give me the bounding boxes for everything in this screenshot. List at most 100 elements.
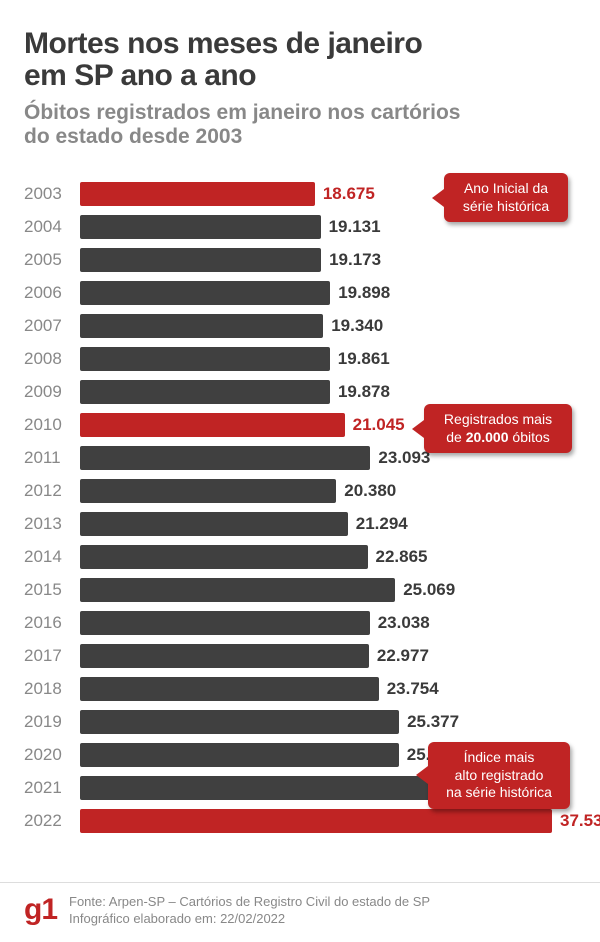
callout: Ano Inicial dasérie histórica xyxy=(444,173,568,222)
chart-row: 2008 19.861 xyxy=(24,342,576,375)
bar-value: 37.536 xyxy=(552,809,600,833)
bar-value: 22.865 xyxy=(368,545,428,569)
chart-subtitle: Óbitos registrados em janeiro nos cartór… xyxy=(24,101,576,149)
bar-area: 19.898 xyxy=(80,281,576,305)
bar xyxy=(80,644,369,668)
chart-row: 2007 19.340 xyxy=(24,309,576,342)
footer: g1 Fonte: Arpen-SP – Cartórios de Regist… xyxy=(0,882,600,942)
bar xyxy=(80,182,315,206)
callout: Registrados maisde 20.000 óbitos xyxy=(424,404,572,453)
bar xyxy=(80,743,399,767)
subtitle-line2: do estado desde 2003 xyxy=(24,125,242,148)
bar-area: 23.754 xyxy=(80,677,576,701)
year-label: 2018 xyxy=(24,679,80,699)
bar-area: 22.865 xyxy=(80,545,576,569)
footer-text: Fonte: Arpen-SP – Cartórios de Registro … xyxy=(69,893,430,928)
chart-row: 2006 19.898 xyxy=(24,276,576,309)
bar-area: 20.380 xyxy=(80,479,576,503)
bar-value: 19.861 xyxy=(330,347,390,371)
year-label: 2007 xyxy=(24,316,80,336)
chart-row: 2015 25.069 xyxy=(24,573,576,606)
bar xyxy=(80,809,552,833)
year-label: 2021 xyxy=(24,778,80,798)
bar-value: 23.754 xyxy=(379,677,439,701)
bar xyxy=(80,413,345,437)
bar-area: 37.536 xyxy=(80,809,576,833)
bar xyxy=(80,347,330,371)
year-label: 2005 xyxy=(24,250,80,270)
year-label: 2015 xyxy=(24,580,80,600)
bar-area: 25.377 xyxy=(80,710,576,734)
year-label: 2003 xyxy=(24,184,80,204)
subtitle-line1: Óbitos registrados em janeiro nos cartór… xyxy=(24,101,460,124)
info-label: Infográfico elaborado em: xyxy=(69,911,216,926)
bar-value: 20.380 xyxy=(336,479,396,503)
bar xyxy=(80,578,395,602)
bar-value: 18.675 xyxy=(315,182,375,206)
bar-area: 19.878 xyxy=(80,380,576,404)
year-label: 2011 xyxy=(24,448,80,468)
bar-area: 22.977 xyxy=(80,644,576,668)
bar-area: 23.038 xyxy=(80,611,576,635)
bar xyxy=(80,314,323,338)
bar-value: 19.878 xyxy=(330,380,390,404)
chart-row: 2014 22.865 xyxy=(24,540,576,573)
bar-value: 19.131 xyxy=(321,215,381,239)
year-label: 2020 xyxy=(24,745,80,765)
chart-title: Mortes nos meses de janeiro em SP ano a … xyxy=(24,28,576,93)
bar xyxy=(80,611,370,635)
year-label: 2010 xyxy=(24,415,80,435)
callout: Índice maisalto registradona série histó… xyxy=(428,742,570,809)
bar-area: 19.340 xyxy=(80,314,576,338)
bar xyxy=(80,248,321,272)
chart-row: 2019 25.377 xyxy=(24,705,576,738)
bar-area: 25.069 xyxy=(80,578,576,602)
bar xyxy=(80,479,336,503)
year-label: 2006 xyxy=(24,283,80,303)
g1-logo: g1 xyxy=(24,893,57,925)
bar-area: 19.861 xyxy=(80,347,576,371)
bar xyxy=(80,281,330,305)
bar-area: 19.173 xyxy=(80,248,576,272)
info-text: 22/02/2022 xyxy=(220,911,285,926)
title-line1: Mortes nos meses de janeiro xyxy=(24,27,422,60)
year-label: 2004 xyxy=(24,217,80,237)
title-line2: em SP ano a ano xyxy=(24,59,256,92)
year-label: 2017 xyxy=(24,646,80,666)
chart-row: 2016 23.038 xyxy=(24,606,576,639)
bar xyxy=(80,710,399,734)
bar-value: 19.898 xyxy=(330,281,390,305)
chart-row: 2017 22.977 xyxy=(24,639,576,672)
bar xyxy=(80,446,370,470)
bar-value: 21.294 xyxy=(348,512,408,536)
bar-area: 21.294 xyxy=(80,512,576,536)
chart-row: 2018 23.754 xyxy=(24,672,576,705)
bar-value: 23.093 xyxy=(370,446,430,470)
year-label: 2012 xyxy=(24,481,80,501)
bar-chart: 2003 18.675 2004 19.131 2005 19.173 2006 19.898… xyxy=(24,177,576,837)
bar xyxy=(80,380,330,404)
year-label: 2008 xyxy=(24,349,80,369)
bar xyxy=(80,512,348,536)
bar-value: 25.069 xyxy=(395,578,455,602)
bar-value: 23.038 xyxy=(370,611,430,635)
bar-value: 19.340 xyxy=(323,314,383,338)
year-label: 2013 xyxy=(24,514,80,534)
chart-row: 2012 20.380 xyxy=(24,474,576,507)
bar xyxy=(80,215,321,239)
year-label: 2022 xyxy=(24,811,80,831)
bar-value: 19.173 xyxy=(321,248,381,272)
bar-value: 25.377 xyxy=(399,710,459,734)
bar-value: 21.045 xyxy=(345,413,405,437)
year-label: 2016 xyxy=(24,613,80,633)
year-label: 2009 xyxy=(24,382,80,402)
bar-value: 22.977 xyxy=(369,644,429,668)
chart-row: 202237.536 xyxy=(24,804,576,837)
chart-row: 2005 19.173 xyxy=(24,243,576,276)
bar xyxy=(80,545,368,569)
year-label: 2014 xyxy=(24,547,80,567)
fonte-label: Fonte: xyxy=(69,894,106,909)
year-label: 2019 xyxy=(24,712,80,732)
chart-row: 2013 21.294 xyxy=(24,507,576,540)
fonte-text: Arpen-SP – Cartórios de Registro Civil d… xyxy=(109,894,430,909)
